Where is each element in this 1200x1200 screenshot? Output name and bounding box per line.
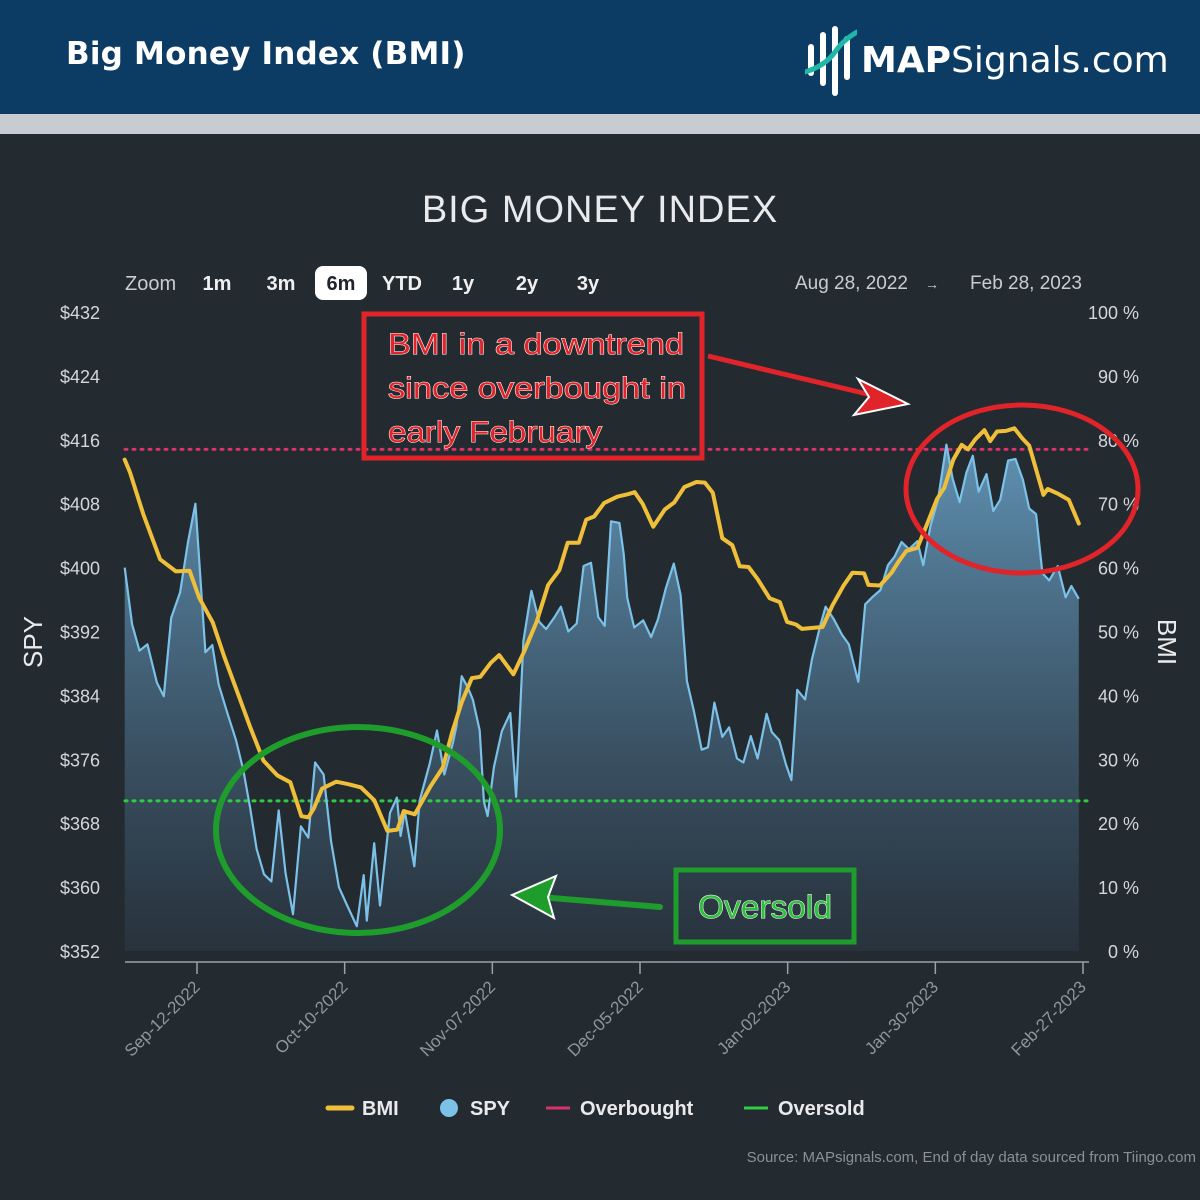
- y-right-tick-label: 0 %: [1108, 942, 1139, 962]
- y-right-tick-label: 100 %: [1088, 303, 1139, 323]
- x-tick-label: Oct-10-2022: [271, 977, 351, 1057]
- zoom-selected-highlight: [315, 266, 367, 300]
- header-divider: [0, 114, 1200, 134]
- green-callout-text: Oversold: [698, 889, 832, 925]
- x-tick-label: Feb-27-2023: [1008, 977, 1090, 1059]
- y-right-tick-label: 90 %: [1098, 367, 1139, 387]
- legend-label-bmi: BMI: [362, 1098, 399, 1120]
- chart-legend: BMI SPY Overbought Oversold: [325, 1098, 865, 1120]
- red-callout-arrowhead: [851, 376, 912, 417]
- legend-swatch-spy: [440, 1099, 458, 1117]
- zoom-option-label: 3y: [577, 273, 600, 295]
- legend-item-spy[interactable]: SPY: [440, 1098, 511, 1120]
- zoom-option-2y[interactable]: 2y: [516, 273, 539, 295]
- legend-label-oversold: Oversold: [778, 1098, 865, 1120]
- zoom-option-label: 6m: [327, 273, 356, 295]
- legend-label-overbought: Overbought: [580, 1098, 694, 1120]
- y-left-tick-label: $432: [60, 303, 100, 323]
- y-right-tick-label: 60 %: [1098, 559, 1139, 579]
- y-right-tick-label: 40 %: [1098, 686, 1139, 706]
- green-highlight-circle: [213, 724, 503, 936]
- x-tick-label: Dec-05-2022: [564, 977, 647, 1060]
- spy-series-line: [123, 443, 1080, 928]
- zoom-label: Zoom: [125, 273, 176, 295]
- mapsignals-logo: MAPSignals.com: [802, 22, 1169, 98]
- red-callout-line-2: since overbought in: [388, 372, 686, 405]
- x-axis-ticks: Sep-12-2022 Oct-10-2022 Nov-07-2022 Dec-05-…: [121, 962, 1090, 1060]
- y-left-tick-label: $416: [60, 431, 100, 451]
- y-left-tick-label: $360: [60, 878, 100, 898]
- zoom-option-label: YTD: [382, 273, 422, 295]
- y-left-tick-label: $400: [60, 559, 100, 579]
- y-axis-right-title: BMI: [1152, 619, 1182, 665]
- spy-area: [124, 444, 1079, 951]
- green-callout-arrowhead: [509, 874, 558, 921]
- x-tick-label: Jan-02-2023: [714, 977, 795, 1058]
- date-range-arrow: →: [925, 276, 939, 292]
- reference-lines: [123, 447, 1091, 803]
- y-left-tick-label: $392: [60, 623, 100, 643]
- red-callout-line-1: BMI in a downtrend: [388, 328, 684, 361]
- date-range-to[interactable]: Feb 28, 2023: [970, 273, 1082, 294]
- red-callout-line-3: early February: [388, 416, 602, 449]
- source-note: Source: MAPsignals.com, End of day data …: [747, 1149, 1196, 1166]
- logo-rest-text: Signals.com: [951, 40, 1169, 81]
- bmi-series-line: [122, 426, 1081, 833]
- legend-item-bmi[interactable]: BMI: [325, 1098, 399, 1120]
- zoom-option-ytd[interactable]: YTD: [382, 273, 422, 295]
- red-callout: BMI in a downtrend since overbought in e…: [361, 311, 1141, 576]
- green-callout: Oversold: [213, 724, 857, 945]
- y-right-tick-label: 50 %: [1098, 623, 1139, 643]
- y-right-tick-label: 70 %: [1098, 495, 1139, 515]
- bar-chart-logo-icon: [802, 26, 860, 96]
- legend-item-overbought[interactable]: Overbought: [546, 1098, 694, 1120]
- y-right-tick-label: 10 %: [1098, 878, 1139, 898]
- zoom-option-6m[interactable]: 6m: [327, 273, 356, 295]
- page-title: Big Money Index (BMI): [66, 36, 466, 72]
- y-right-tick-label: 30 %: [1098, 750, 1139, 770]
- date-range: Aug 28, 2022 → Feb 28, 2023: [795, 273, 1082, 294]
- x-tick-label: Jan-30-2023: [861, 977, 942, 1058]
- zoom-option-label: 1m: [203, 273, 232, 295]
- date-range-from[interactable]: Aug 28, 2022: [795, 273, 908, 294]
- red-callout-box: [361, 311, 705, 461]
- zoom-option-1y[interactable]: 1y: [452, 273, 475, 295]
- green-callout-box: [673, 867, 857, 945]
- red-highlight-circle: [903, 402, 1141, 576]
- legend-label-spy: SPY: [470, 1098, 511, 1120]
- logo-text: MAPSignals.com: [861, 40, 1169, 81]
- zoom-option-3y[interactable]: 3y: [577, 273, 600, 295]
- x-tick-label: Sep-12-2022: [121, 977, 204, 1060]
- y-left-tick-label: $408: [60, 495, 100, 515]
- zoom-option-label: 3m: [267, 273, 296, 295]
- green-callout-arrow: [537, 894, 663, 910]
- zoom-option-3m[interactable]: 3m: [267, 273, 296, 295]
- legend-item-oversold[interactable]: Oversold: [744, 1098, 865, 1120]
- x-tick-label: Nov-07-2022: [416, 977, 499, 1060]
- y-right-tick-label: 20 %: [1098, 814, 1139, 834]
- y-left-tick-label: $384: [60, 686, 100, 706]
- y-left-tick-label: $352: [60, 942, 100, 962]
- red-callout-arrow: [707, 353, 885, 401]
- y-axis-left-ticks: $432 $424 $416 $408 $400 $392 $384 $376 $368 $360…: [60, 303, 100, 962]
- y-axis-left-title: SPY: [18, 616, 48, 668]
- y-axis-right-ticks: 100 %90 %80 %70 %60 %50 %40 %30 %20 %10 …: [1088, 303, 1139, 962]
- zoom-option-label: 1y: [452, 273, 475, 295]
- zoom-controls: Zoom 1m 3m 6m YTD 1y 2y 3y: [125, 266, 600, 300]
- y-left-tick-label: $368: [60, 814, 100, 834]
- chart-title: BIG MONEY INDEX: [422, 189, 778, 231]
- zoom-option-label: 2y: [516, 273, 539, 295]
- header-bar: Big Money Index (BMI) MAPSignals.com: [0, 0, 1200, 114]
- y-left-tick-label: $376: [60, 750, 100, 770]
- y-left-tick-label: $424: [60, 367, 100, 387]
- logo-bold-text: MAP: [861, 40, 952, 81]
- zoom-option-1m[interactable]: 1m: [203, 273, 232, 295]
